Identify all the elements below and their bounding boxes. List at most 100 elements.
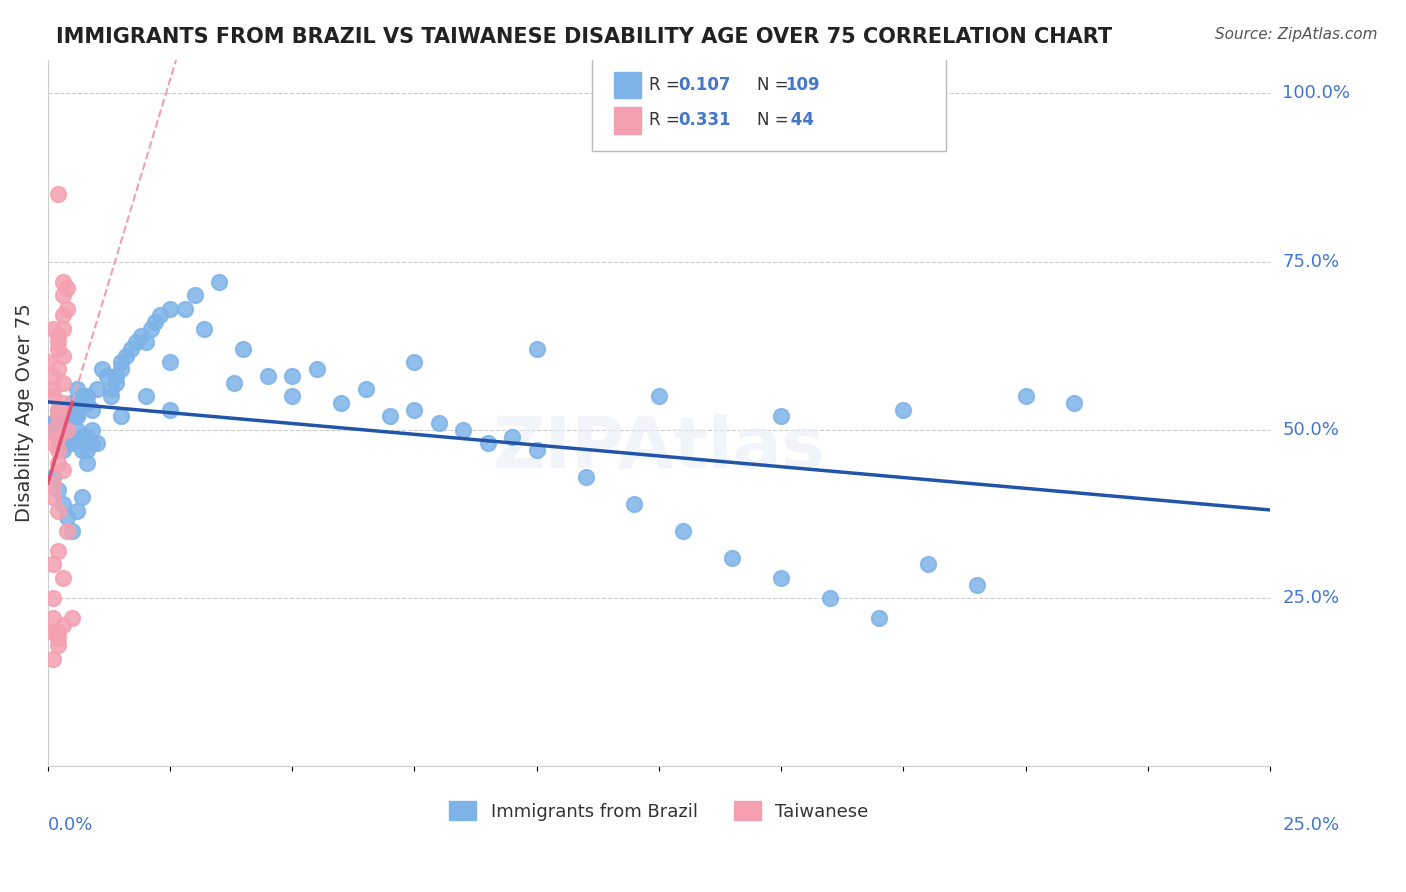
Text: 50.0%: 50.0% [1282, 421, 1339, 439]
Point [76, 442, 98, 457]
Point [648, 389, 671, 403]
Text: 75.0%: 75.0% [1282, 252, 1340, 270]
Point [51, 463, 73, 477]
Point [46, 483, 69, 498]
Point [66, 503, 89, 517]
Point [56, 436, 79, 450]
Point [305, 362, 328, 376]
Text: 109: 109 [785, 76, 820, 94]
Point [46, 409, 69, 424]
Point [183, 288, 205, 302]
Point [770, 409, 793, 424]
Point [42, 383, 65, 397]
Point [222, 376, 245, 390]
Point [46, 423, 69, 437]
Point [105, 368, 128, 383]
Point [42, 416, 65, 430]
Point [100, 389, 122, 403]
Point [80, 436, 103, 450]
Point [51, 618, 73, 632]
Point [672, 524, 695, 538]
Point [86, 436, 108, 450]
Point [477, 436, 499, 450]
Point [76, 457, 98, 471]
Point [60, 396, 83, 410]
Point [51, 309, 73, 323]
Point [51, 497, 73, 511]
Point [281, 368, 304, 383]
Point [90, 362, 112, 376]
Point [76, 429, 98, 443]
Point [139, 322, 162, 336]
Point [56, 281, 79, 295]
Text: R =: R = [650, 76, 685, 94]
Point [80, 402, 103, 417]
Point [453, 423, 475, 437]
Point [135, 335, 157, 350]
Point [42, 558, 65, 572]
Text: 0.107: 0.107 [679, 76, 731, 94]
Text: R =: R = [650, 112, 685, 129]
Point [129, 328, 152, 343]
Point [46, 442, 69, 457]
Point [46, 362, 69, 376]
Point [42, 470, 65, 484]
Point [70, 490, 93, 504]
Point [145, 315, 167, 329]
Point [51, 423, 73, 437]
Point [46, 328, 69, 343]
Point [100, 383, 122, 397]
Point [70, 389, 93, 403]
Point [70, 429, 93, 443]
Text: N =: N = [756, 112, 793, 129]
Text: N =: N = [756, 76, 793, 94]
Point [159, 355, 181, 369]
Point [66, 409, 89, 424]
Point [56, 402, 79, 417]
Point [1014, 389, 1036, 403]
Text: IMMIGRANTS FROM BRAZIL VS TAIWANESE DISABILITY AGE OVER 75 CORRELATION CHART: IMMIGRANTS FROM BRAZIL VS TAIWANESE DISA… [56, 27, 1112, 46]
Point [42, 490, 65, 504]
Point [42, 476, 65, 491]
Point [42, 322, 65, 336]
Point [46, 624, 69, 639]
Point [80, 423, 103, 437]
FancyBboxPatch shape [613, 71, 641, 98]
Point [60, 611, 83, 625]
Text: 0.0%: 0.0% [48, 816, 93, 834]
Point [257, 368, 280, 383]
Point [574, 470, 596, 484]
Point [46, 429, 69, 443]
Point [46, 402, 69, 417]
Point [404, 402, 426, 417]
Point [51, 376, 73, 390]
Point [526, 342, 548, 356]
Point [149, 309, 172, 323]
Point [110, 409, 132, 424]
Point [110, 362, 132, 376]
Point [770, 571, 793, 585]
FancyBboxPatch shape [613, 107, 641, 134]
Point [96, 368, 118, 383]
Point [66, 383, 89, 397]
Point [526, 442, 548, 457]
Point [56, 524, 79, 538]
Point [37, 423, 59, 437]
Point [427, 416, 450, 430]
Point [60, 396, 83, 410]
Point [46, 187, 69, 202]
Point [46, 416, 69, 430]
Point [404, 355, 426, 369]
Point [330, 396, 353, 410]
Point [66, 409, 89, 424]
FancyBboxPatch shape [592, 56, 946, 152]
Text: ZIPAtlas: ZIPAtlas [492, 414, 825, 483]
Text: 100.0%: 100.0% [1282, 84, 1350, 103]
Point [56, 402, 79, 417]
Point [42, 624, 65, 639]
Point [76, 396, 98, 410]
Text: 0.331: 0.331 [679, 112, 731, 129]
Point [46, 429, 69, 443]
Point [135, 389, 157, 403]
Point [232, 342, 254, 356]
